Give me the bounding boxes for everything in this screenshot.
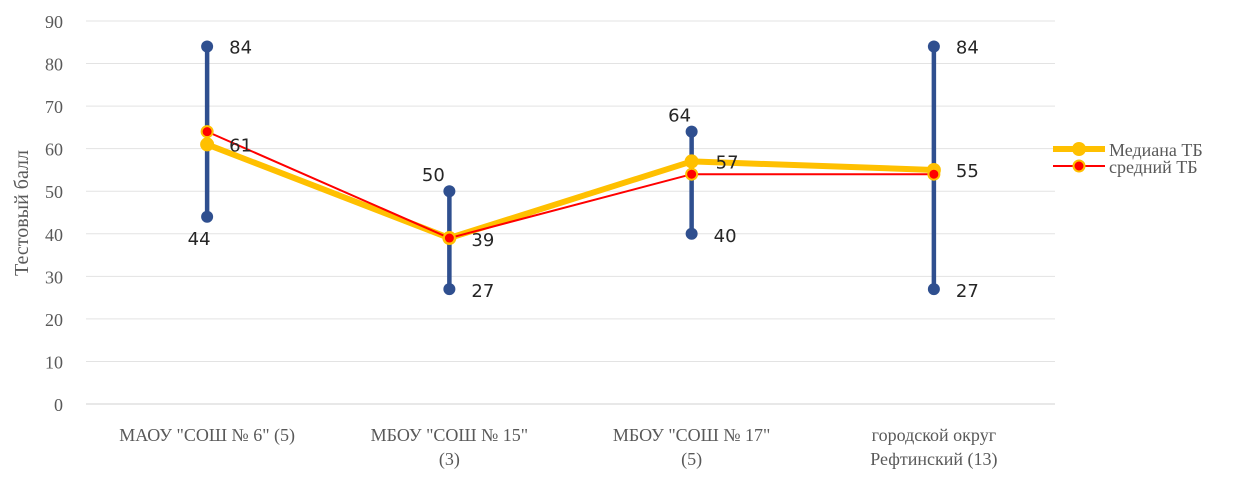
range-min-point	[201, 210, 214, 223]
x-tick-labels: МАОУ "СОШ № 6" (5) МБОУ "СОШ № 15" (3)МБОУ…	[119, 425, 997, 470]
y-tick-label: 70	[45, 97, 63, 117]
series-point-mean	[200, 125, 214, 139]
range-max-point	[927, 40, 940, 53]
y-axis-label: Тестовый балл	[11, 150, 33, 276]
median-value-label: 61	[229, 135, 252, 156]
range-max-point	[685, 125, 698, 138]
series-line-median	[206, 141, 934, 242]
range-max-label: 84	[229, 38, 252, 59]
x-tick-label-line: городской округ	[872, 425, 996, 445]
data-labels: 84 50 64 84 44 27 40 27 61 39 57 55	[188, 38, 979, 303]
x-tick-label: МАОУ "СОШ № 6" (5)	[119, 425, 295, 446]
x-tick-label-line: (3)	[439, 449, 460, 470]
range-min-label: 27	[956, 281, 979, 302]
y-tick-label: 40	[45, 225, 63, 245]
y-tick-label: 20	[45, 310, 63, 330]
x-tick-label: МБОУ "СОШ № 15" (3)	[371, 425, 528, 470]
range-min-point	[685, 227, 698, 240]
range-min-point	[443, 283, 456, 296]
y-tick-label: 80	[45, 55, 63, 75]
range-bars	[201, 40, 940, 296]
legend-marker-median	[1072, 142, 1086, 156]
y-tick-label: 50	[45, 182, 63, 202]
series-point-mean	[685, 167, 699, 181]
range-max-label: 84	[956, 38, 979, 59]
x-tick-label-line: МБОУ "СОШ № 17"	[613, 425, 770, 445]
range-max-label: 50	[422, 165, 445, 186]
y-tick-label: 10	[45, 352, 63, 372]
range-min-label: 44	[188, 229, 211, 250]
median-value-label: 55	[956, 161, 979, 182]
grid-layer	[86, 20, 1055, 405]
x-tick-label: городской округ Рефтинский (13)	[870, 425, 997, 470]
series-point-median	[684, 154, 699, 169]
x-tick-label: МБОУ "СОШ № 17" (5)	[613, 425, 770, 470]
legend-label-median: Медиана ТБ	[1109, 140, 1203, 160]
range-max-label: 64	[668, 106, 691, 127]
legend-label-mean: средний ТБ	[1109, 157, 1198, 177]
y-tick-labels: 0 10 20 30 40 50 60 70 80 90	[45, 12, 63, 415]
y-tick-label: 0	[54, 395, 63, 415]
y-tick-label: 60	[45, 140, 63, 160]
x-tick-label-line: МАОУ "СОШ № 6" (5)	[119, 425, 295, 446]
y-tick-label: 90	[45, 12, 63, 32]
series-line-mean	[206, 130, 934, 240]
range-min-label: 27	[471, 281, 494, 302]
series-point-mean	[927, 167, 941, 181]
range-max-point	[201, 40, 214, 53]
median-value-label: 57	[716, 152, 739, 173]
x-tick-label-line: (5)	[681, 449, 702, 470]
x-tick-label-line: МБОУ "СОШ № 15"	[371, 425, 528, 445]
range-min-point	[927, 283, 940, 296]
median-value-label: 39	[471, 230, 494, 251]
legend-marker-mean	[1072, 159, 1086, 173]
series-lines	[200, 125, 941, 246]
x-tick-label-line: Рефтинский (13)	[870, 449, 997, 470]
series-point-median	[200, 137, 215, 152]
range-min-label: 40	[714, 226, 737, 247]
y-tick-label: 30	[45, 267, 63, 287]
series-point-mean	[442, 231, 456, 245]
range-max-point	[443, 185, 456, 198]
